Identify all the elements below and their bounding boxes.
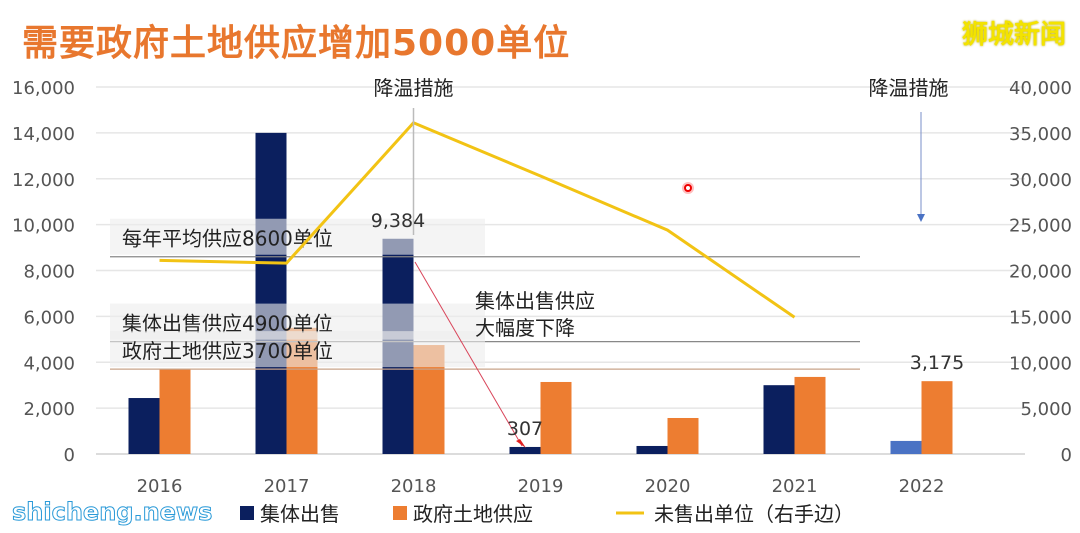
annotation-cooling-measures: 降温措施 (374, 76, 454, 100)
y2-tick-label: 5,000 (1020, 399, 1072, 420)
arrow-head-icon (917, 214, 925, 222)
x-tick-label: 2018 (391, 476, 437, 497)
x-tick-label: 2021 (772, 476, 818, 497)
bar-2021-1 (794, 376, 826, 454)
bar-2020-0 (636, 445, 668, 454)
y-tick-label: 4,000 (23, 353, 75, 374)
y2-tick-label: 20,000 (1009, 262, 1072, 283)
y2-tick-label: 0 (1061, 445, 1072, 466)
y-tick-label: 16,000 (12, 78, 75, 99)
bar-2016-0 (128, 398, 160, 454)
chart-title: 需要政府土地供应增加5000单位 (22, 23, 571, 64)
legend-swatch (393, 506, 407, 520)
y2-tick-label: 25,000 (1009, 216, 1072, 237)
bar-2022-0 (890, 440, 922, 454)
y2-tick-label: 40,000 (1009, 78, 1072, 99)
bar-2017-0 (255, 132, 287, 454)
y-tick-label: 6,000 (23, 307, 75, 328)
annotation-arrow (414, 261, 523, 447)
bar-2019-0 (509, 446, 541, 454)
x-tick-label: 2017 (264, 476, 310, 497)
y2-tick-label: 35,000 (1009, 124, 1072, 145)
bar-2022-1 (921, 381, 953, 454)
x-tick-label: 2020 (645, 476, 691, 497)
legend-swatch (240, 506, 254, 520)
legend-label: 集体出售 (260, 502, 340, 526)
y2-tick-label: 30,000 (1009, 170, 1072, 191)
reference-label-box (110, 218, 485, 255)
y-tick-label: 8,000 (23, 262, 75, 283)
annotation-cooling-measures: 降温措施 (869, 76, 949, 100)
data-label: 307 (507, 418, 543, 440)
x-tick-label: 2016 (137, 476, 183, 497)
arrow-head-icon (516, 439, 526, 448)
reference-label: 每年平均供应8600单位 (122, 227, 333, 251)
watermark: shicheng.news (11, 498, 213, 527)
reference-label: 政府土地供应3700单位 (122, 339, 333, 363)
y2-tick-label: 10,000 (1009, 353, 1072, 374)
x-tick-label: 2022 (899, 476, 945, 497)
annotation-decline-2: 大幅度下降 (475, 316, 575, 340)
y-tick-label: 14,000 (12, 124, 75, 145)
bar-2016-1 (159, 369, 191, 454)
y-tick-label: 0 (64, 445, 75, 466)
bar-2021-0 (763, 385, 795, 454)
x-tick-label: 2019 (518, 476, 564, 497)
data-label: 3,175 (910, 352, 964, 374)
legend-label: 政府土地供应 (413, 502, 533, 526)
y-tick-label: 2,000 (23, 399, 75, 420)
annotation-decline: 集体出售供应 (475, 289, 595, 313)
y-tick-label: 12,000 (12, 170, 75, 191)
line-series-unsold (159, 120, 796, 319)
brand-logo-text: 狮城新闻 (961, 20, 1066, 50)
y2-tick-label: 15,000 (1009, 307, 1072, 328)
cursor-indicator-dot (684, 184, 692, 192)
bar-2019-1 (540, 381, 572, 454)
y-tick-label: 10,000 (12, 216, 75, 237)
reference-label-box (110, 331, 485, 368)
legend-label: 未售出单位（右手边） (654, 502, 854, 526)
bar-2020-1 (667, 417, 699, 454)
data-label: 9,384 (371, 210, 425, 232)
